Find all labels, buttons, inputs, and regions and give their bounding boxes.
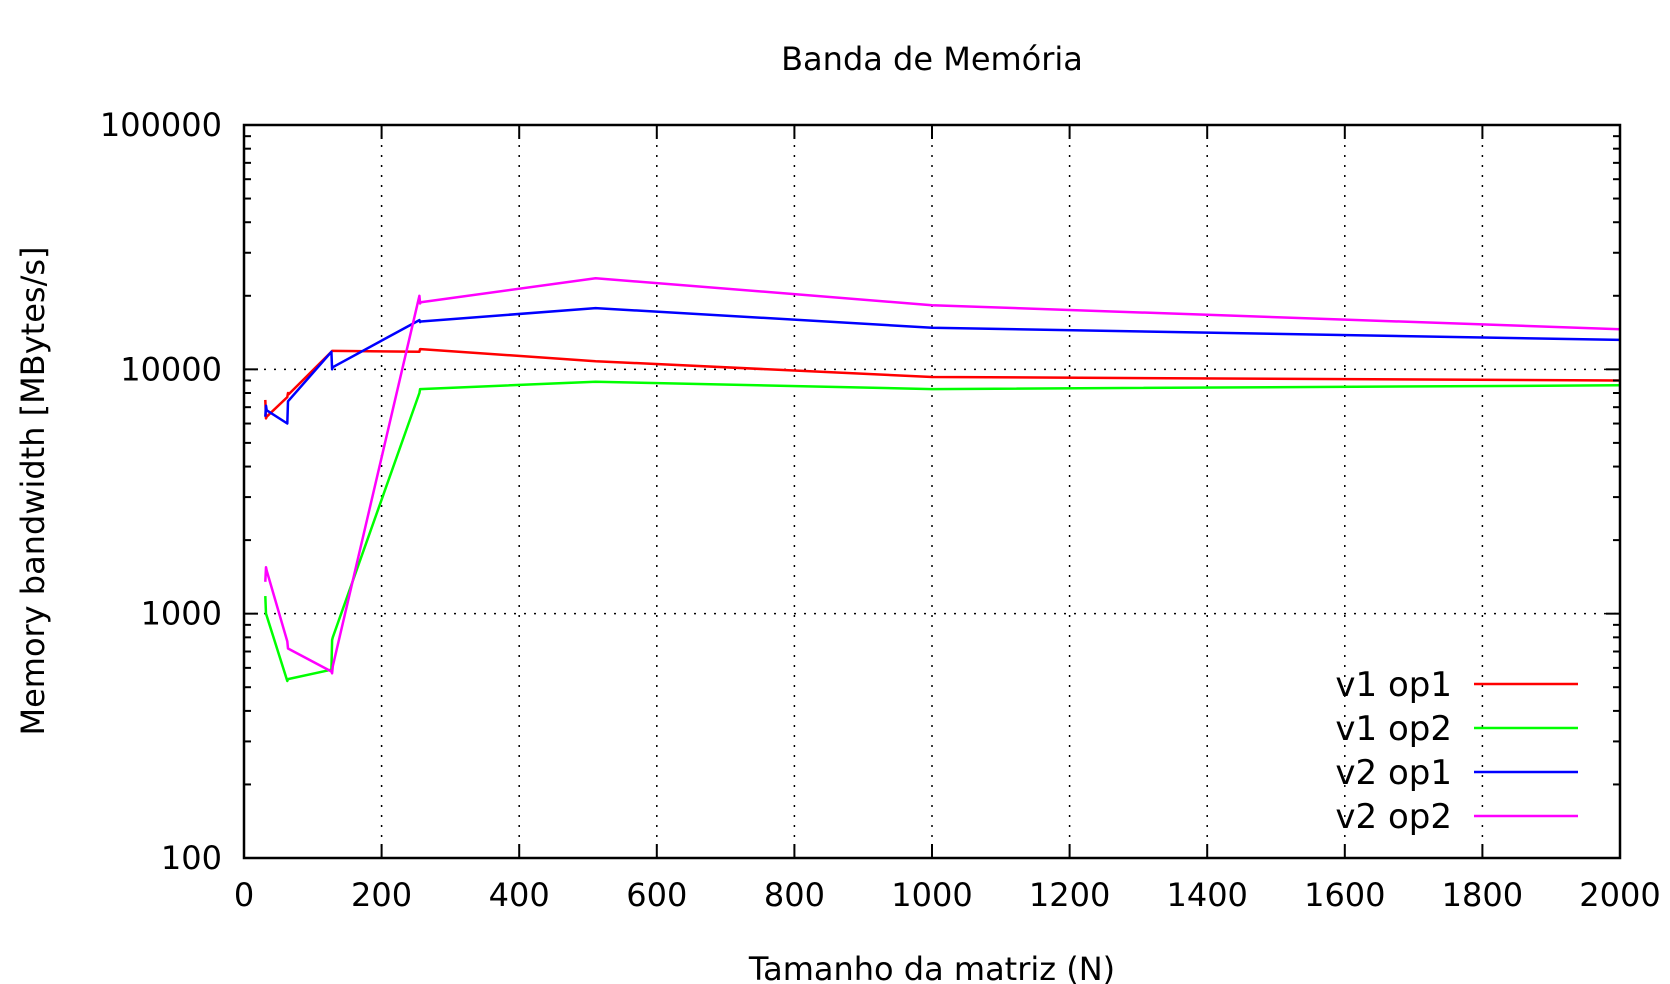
y-tick-labels: 100 1000 10000 100000 [100,106,222,877]
series-line-v1-op2 [264,380,1621,683]
x-tick-label: 1200 [1029,876,1110,914]
x-tick-labels: 0 200 400 600 800 1000 1200 1400 1600 1800 2000 [234,876,1661,914]
grid-lines [244,125,1620,858]
chart-title: Banda de Memória [781,40,1083,78]
x-tick-label: 800 [764,876,825,914]
legend-label: v2 op2 [1335,797,1452,837]
x-tick-label: 600 [626,876,687,914]
y-tick-label: 100 [161,839,222,877]
y-tick-label: 10000 [120,350,222,388]
y-tick-label: 100000 [100,106,222,144]
x-tick-label: 1000 [891,876,972,914]
plot-frame [242,123,1622,860]
series-line-v2-op1 [264,306,1621,425]
x-tick-label: 0 [234,876,254,914]
series-lines [264,276,1621,683]
x-tick-label: 400 [489,876,550,914]
series-line-v1-op1 [264,347,1621,420]
x-tick-label: 200 [351,876,412,914]
legend-label: v2 op1 [1335,753,1452,793]
x-tick-label: 1800 [1442,876,1523,914]
x-tick-label: 1600 [1304,876,1385,914]
y-tick-label: 1000 [141,595,222,633]
x-axis-label: Tamanho da matriz (N) [748,950,1115,984]
x-tick-label: 2000 [1579,876,1660,914]
legend-label: v1 op1 [1335,665,1452,705]
series-line-v2-op2 [264,276,1621,675]
y-axis-label: Memory bandwidth [MBytes/s] [14,246,52,735]
legend-label: v1 op2 [1335,709,1452,749]
x-tick-label: 1400 [1166,876,1247,914]
